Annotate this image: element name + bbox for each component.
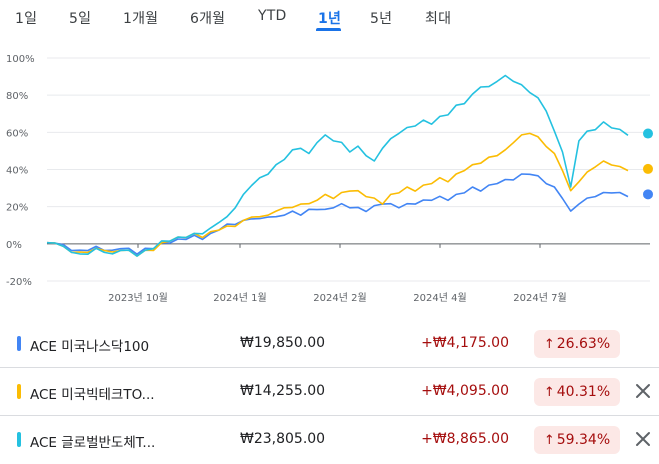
row-name: ACE 글로벌반도체T... (30, 435, 156, 451)
percent-change-badge: ↑ 40.31% (534, 378, 620, 406)
comparison-row-1[interactable]: ACE 미국빅테크TO... ₩14,255.00 +₩4,095.00 ↑ 40… (0, 368, 659, 416)
x-tick-label: 2024년 7월 (513, 292, 566, 304)
series-color-swatch (17, 384, 21, 399)
y-tick-label: 100% (6, 54, 35, 65)
arrow-up-icon: ↑ (543, 385, 555, 400)
row-percent: 59.34% (556, 432, 611, 448)
tab-1d[interactable]: 1일 (15, 11, 38, 27)
row-name: ACE 미국빅테크TO... (30, 387, 155, 403)
comparison-line-chart: 100% 80% 60% 40% 20% 0% -20% 2023년 10월 2024년 1월 2… (6, 54, 653, 304)
series-color-swatch (17, 432, 21, 447)
x-tick-label: 2024년 2월 (313, 292, 366, 304)
series-line (46, 173, 629, 255)
row-price: ₩23,805.00 (240, 431, 326, 447)
row-percent: 26.63% (556, 336, 611, 352)
y-tick-label: 0% (6, 240, 22, 251)
series-color-swatch (17, 336, 21, 351)
tab-5y[interactable]: 5년 (370, 11, 393, 27)
y-tick-label: -20% (6, 277, 32, 288)
y-tick-label: 40% (6, 166, 28, 177)
row-change: +₩4,175.00 (421, 335, 509, 351)
x-tick-label: 2023년 10월 (108, 292, 168, 304)
close-icon[interactable] (633, 429, 653, 449)
comparison-row-0[interactable]: ACE 미국나스닥100 ₩19,850.00 +₩4,175.00 ↑ 26.6… (0, 320, 659, 368)
x-tick-label: 2024년 1월 (213, 292, 266, 304)
row-divider (0, 367, 659, 368)
row-price: ₩14,255.00 (240, 383, 326, 399)
arrow-up-icon: ↑ (543, 433, 555, 448)
row-divider (0, 415, 659, 416)
time-range-tabs: 1일 5일 1개월 6개월 YTD 1년 5년 최대 (0, 0, 659, 36)
y-tick-label: 20% (6, 203, 28, 214)
row-name: ACE 미국나스닥100 (30, 339, 150, 355)
arrow-up-icon: ↑ (543, 337, 555, 352)
series-line (46, 74, 629, 257)
percent-change-badge: ↑ 26.63% (534, 330, 620, 358)
series-line (46, 132, 629, 257)
tab-max[interactable]: 최대 (425, 11, 452, 27)
series-end-dot (643, 189, 653, 200)
series-end-dot (643, 163, 653, 174)
percent-change-badge: ↑ 59.34% (534, 426, 620, 454)
y-tick-label: 60% (6, 128, 28, 139)
row-percent: 40.31% (556, 384, 611, 400)
tab-1m[interactable]: 1개월 (123, 11, 159, 27)
row-price: ₩19,850.00 (240, 335, 326, 351)
close-icon[interactable] (633, 381, 653, 401)
tab-ytd[interactable]: YTD (258, 8, 287, 24)
tab-6m[interactable]: 6개월 (190, 11, 226, 27)
y-tick-label: 80% (6, 91, 28, 102)
active-tab-indicator (316, 28, 341, 31)
series-end-dot (643, 128, 653, 139)
x-tick-label: 2024년 4월 (413, 292, 466, 304)
row-change: +₩4,095.00 (421, 383, 509, 399)
row-change: +₩8,865.00 (421, 431, 509, 447)
comparison-row-2[interactable]: ACE 글로벌반도체T... ₩23,805.00 +₩8,865.00 ↑ 59… (0, 416, 659, 464)
tab-1y[interactable]: 1년 (318, 11, 342, 27)
tab-5d[interactable]: 5일 (69, 11, 92, 27)
